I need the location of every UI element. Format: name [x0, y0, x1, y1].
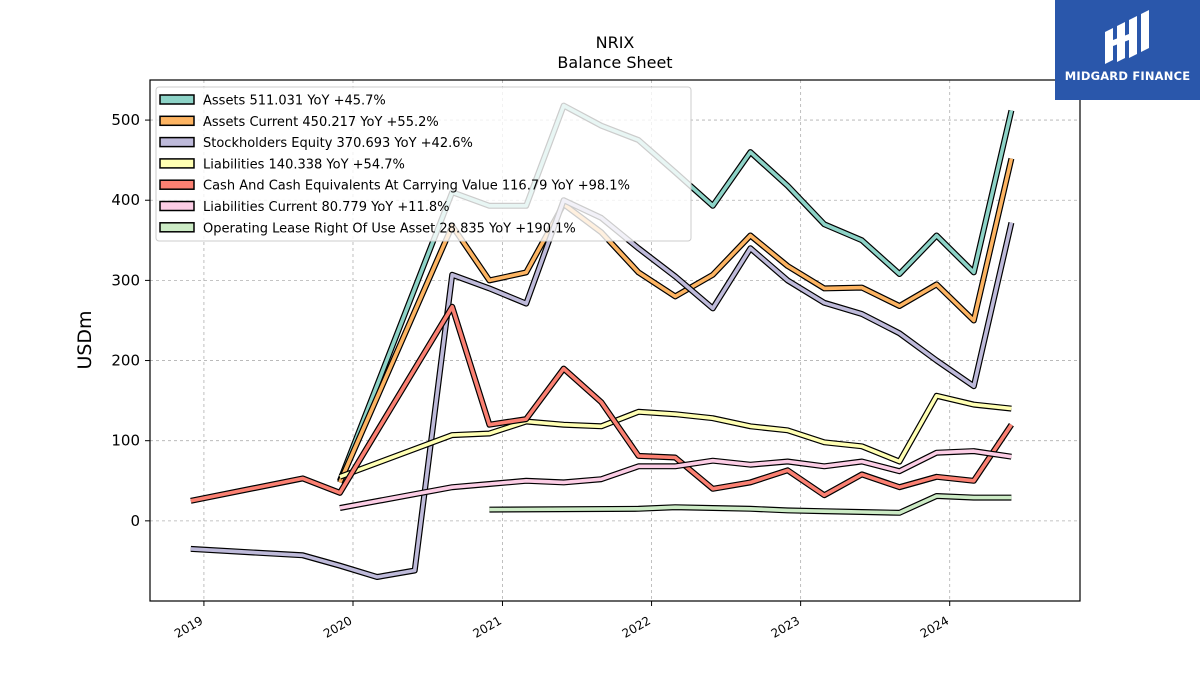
plot-frame [149, 79, 1081, 602]
y-tick-label: 300 [111, 271, 140, 289]
legend-entry-label: Assets Current 450.217 YoY +55.2% [203, 115, 439, 130]
brand-name: MIDGARD FINANCE [1064, 69, 1191, 83]
series-4 [190, 303, 1014, 504]
legend-swatch [159, 136, 195, 148]
series-3 [338, 392, 1012, 480]
x-tick-label: 2020 [321, 613, 354, 640]
brand-logo: MIDGARD FINANCE [1055, 0, 1200, 100]
legend-swatch [159, 222, 195, 233]
legend-entry-label: Liabilities Current 80.779 YoY +11.8% [203, 200, 450, 215]
midgard-logo-icon [1105, 10, 1149, 64]
x-tick-label: 2024 [918, 613, 951, 640]
legend-swatch [159, 200, 195, 212]
legend-entry-label: Assets 511.031 YoY +45.7% [203, 94, 386, 109]
series-6 [489, 493, 1012, 516]
series-layer [190, 102, 1015, 580]
chart-subtitle: Balance Sheet [557, 53, 672, 72]
y-tick-label: 100 [111, 432, 140, 450]
x-tick-label: 2021 [471, 613, 504, 640]
series-line [339, 393, 1012, 479]
legend-box [155, 86, 692, 242]
series-2 [190, 197, 1015, 580]
legend-entry-label: Liabilities 140.338 YoY +54.7% [203, 157, 405, 172]
y-tick-label: 200 [111, 352, 140, 370]
legend: Assets 511.031 YoY +45.7% Assets Current … [155, 86, 692, 242]
y-axis-ticks: 0 100 200 300 400 500 [111, 111, 150, 530]
x-tick-label: 2022 [620, 613, 653, 640]
legend-entry-label: Cash And Cash Equivalents At Carrying Va… [203, 179, 630, 194]
chart-title: NRIX [596, 33, 635, 52]
series-line [338, 158, 1014, 484]
x-axis-ticks: 2019 2020 2021 2022 2023 2024 [172, 601, 951, 641]
series-1 [337, 157, 1015, 484]
legend-swatch [159, 158, 195, 169]
x-tick-label: 2023 [769, 613, 802, 640]
series-line [489, 494, 1012, 515]
x-tick-label: 2019 [172, 613, 205, 640]
series-line [190, 198, 1014, 579]
legend-entry-label: Stockholders Equity 370.693 YoY +42.6% [203, 136, 473, 151]
legend-swatch [159, 179, 195, 190]
legend-swatch [159, 115, 195, 127]
y-tick-label: 400 [111, 191, 140, 209]
legend-swatch [159, 94, 195, 105]
series-5 [339, 448, 1012, 511]
series-line [339, 449, 1012, 510]
series-line [190, 304, 1013, 503]
legend-entry-label: Operating Lease Right Of Use Asset 28.83… [203, 221, 576, 236]
y-tick-label: 500 [111, 111, 140, 129]
y-axis-label: USDm [74, 310, 96, 369]
y-tick-label: 0 [130, 512, 140, 530]
